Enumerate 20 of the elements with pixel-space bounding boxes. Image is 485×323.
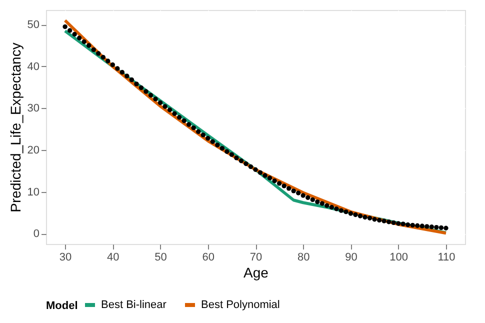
x-axis-title: Age bbox=[244, 264, 269, 280]
y-tick-label: 30 bbox=[27, 102, 40, 115]
x-tick-label: 110 bbox=[438, 252, 456, 264]
y-tick-label: 10 bbox=[27, 186, 40, 198]
y-tick-label: 40 bbox=[27, 60, 40, 73]
y-axis-title: Predicted_Life_Expectancy bbox=[7, 42, 24, 212]
y-tick-label: 0 bbox=[33, 228, 40, 240]
y-tick-label: 20 bbox=[27, 144, 40, 156]
x-tick-label: 80 bbox=[297, 252, 310, 264]
x-tick-label: 30 bbox=[59, 252, 72, 264]
y-tick-label: 50 bbox=[27, 19, 40, 32]
x-tick-label: 90 bbox=[345, 252, 358, 264]
legend-label: Best Polynomial bbox=[201, 299, 280, 311]
x-tick-label: 60 bbox=[202, 252, 215, 264]
x-tick-label: 50 bbox=[154, 252, 167, 264]
x-tick-label: 70 bbox=[250, 252, 262, 264]
x-tick-label: 40 bbox=[107, 252, 120, 264]
legend-label: Best Bi-linear bbox=[101, 299, 167, 311]
x-tick-label: 100 bbox=[390, 252, 408, 264]
legend-title: Model bbox=[46, 300, 78, 312]
